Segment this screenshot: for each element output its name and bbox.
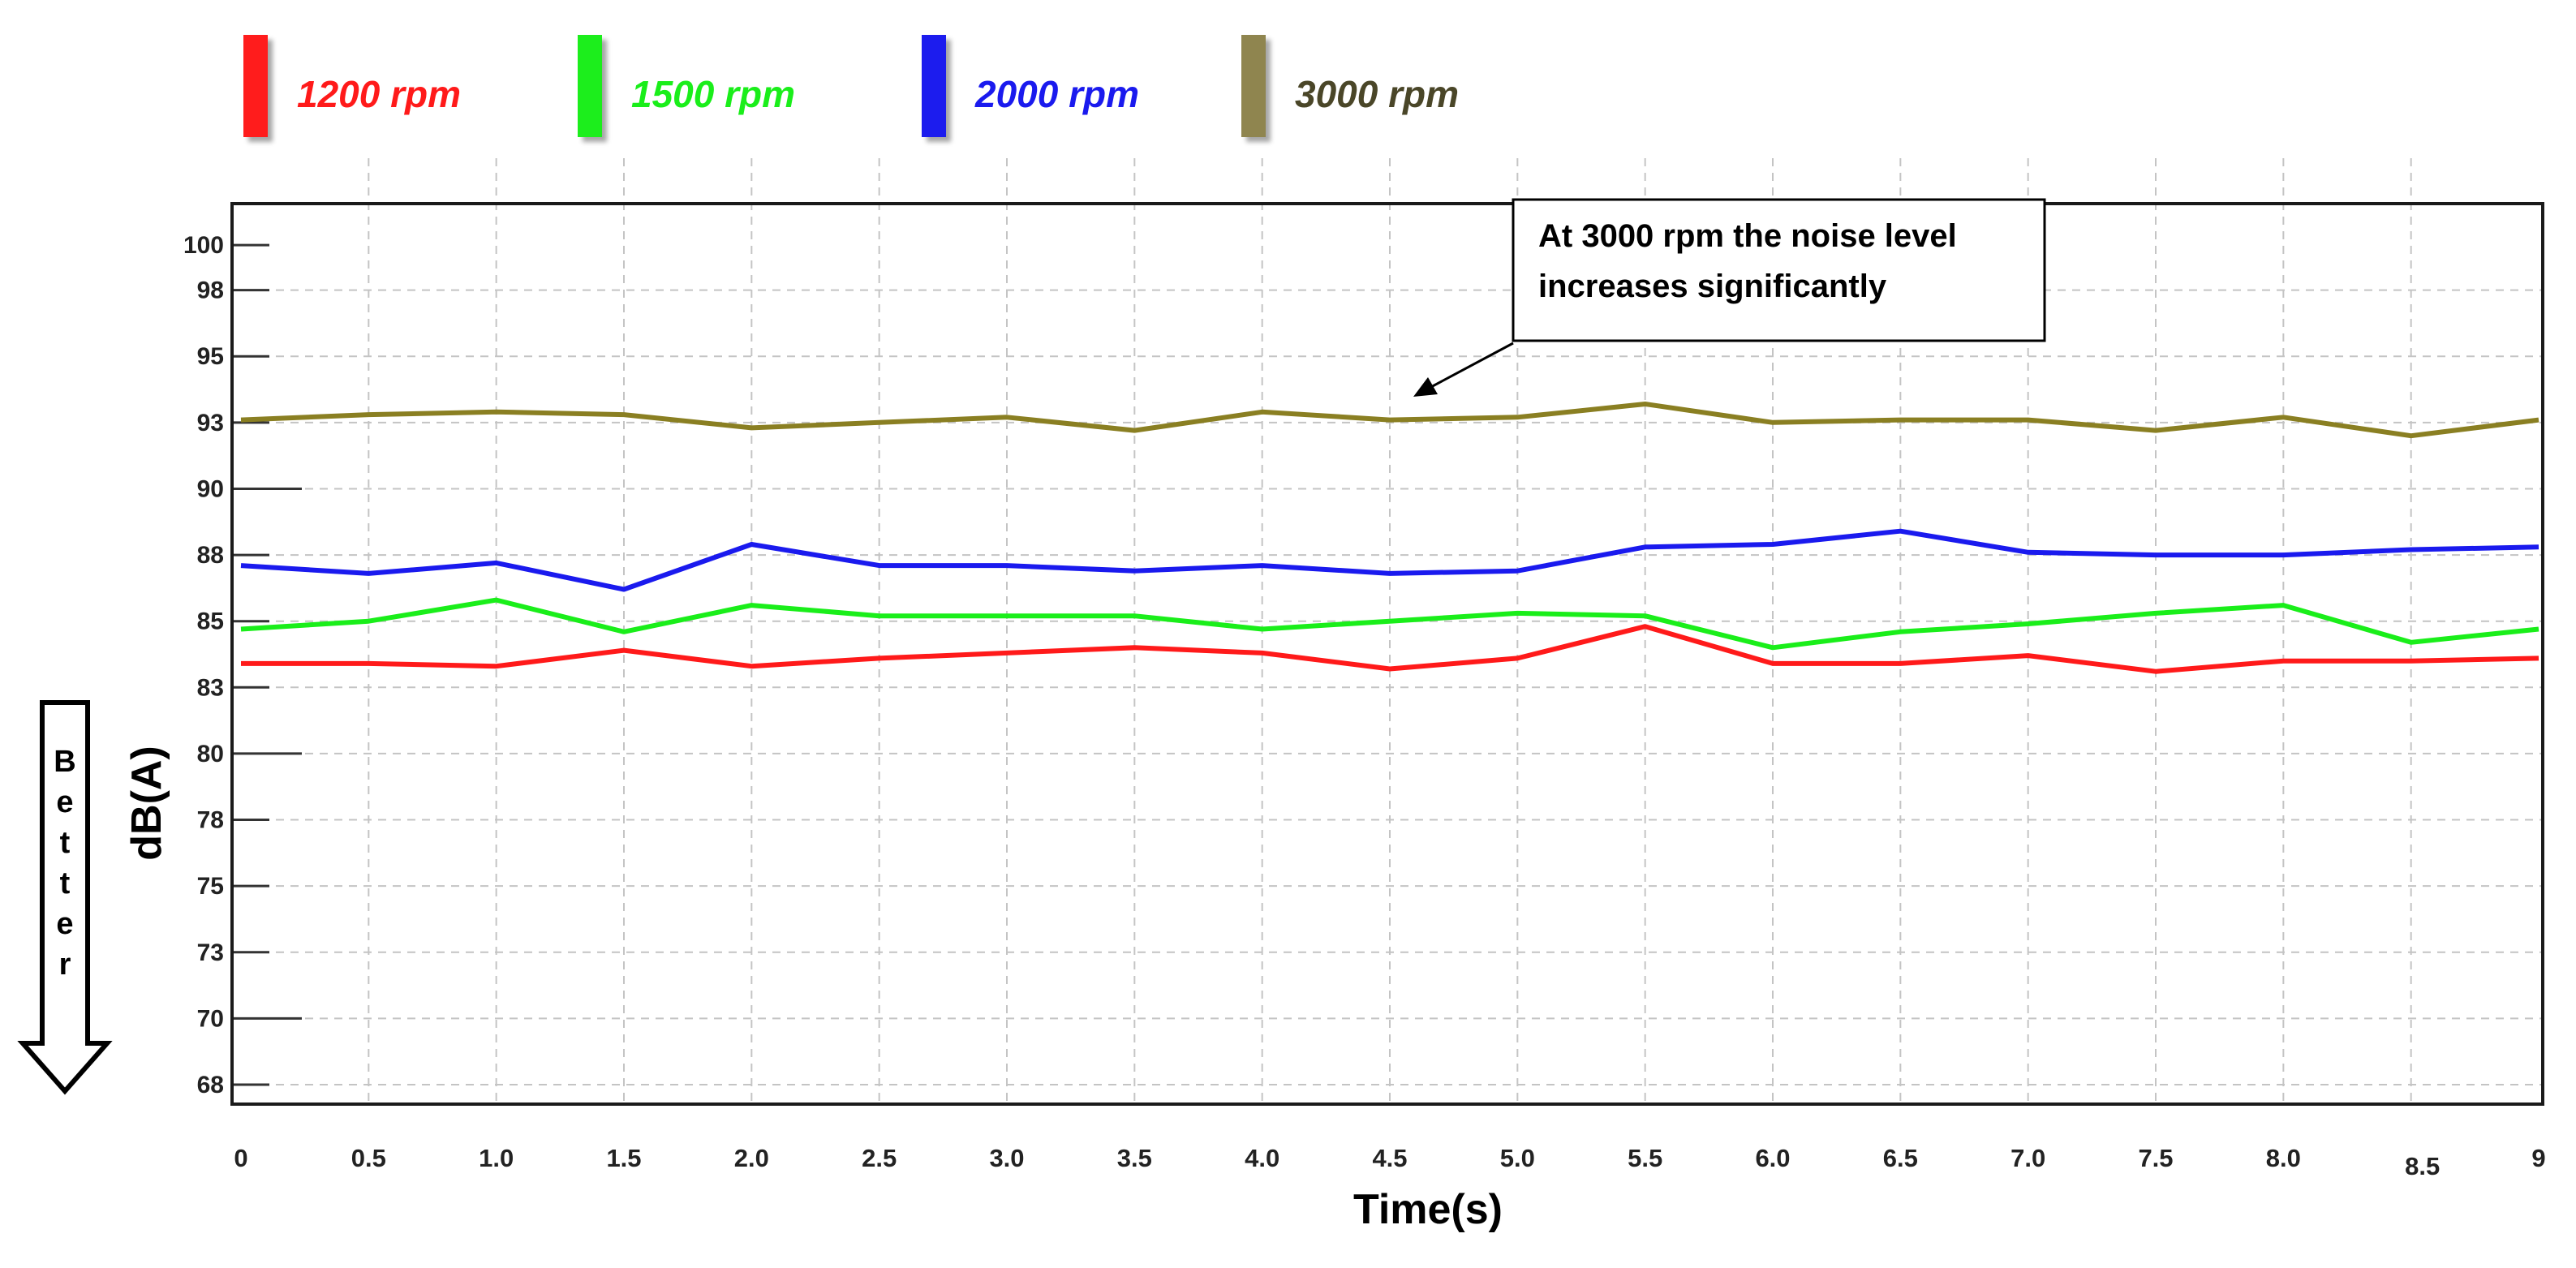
series-line-2000-rpm xyxy=(240,528,2539,592)
series-line-1500-rpm xyxy=(240,597,2539,651)
better-letter-5: e xyxy=(56,907,73,941)
x-tick-label-14: 7.0 xyxy=(2010,1144,2045,1172)
series-line-3000-rpm xyxy=(240,402,2539,439)
better-letter-2: e xyxy=(56,785,73,819)
legend-label-3: 2000 rpm xyxy=(974,73,1139,115)
legend-label-2: 1500 rpm xyxy=(631,73,795,115)
x-tick-label-17: 8.5 xyxy=(2405,1152,2440,1180)
x-axis-title: Time(s) xyxy=(1353,1186,1503,1233)
x-tick-label-5: 2.5 xyxy=(862,1144,897,1172)
legend-label-1: 1200 rpm xyxy=(297,73,461,115)
x-axis-ticks: 0 0.5 1.0 1.5 2.0 2.5 3.0 3.5 4.0 4.5 5.0 5.5 6.0 6.5… xyxy=(234,1144,2545,1180)
y-tick-label-5: 80 xyxy=(197,741,224,767)
y-tick-label-12: 98 xyxy=(197,277,224,304)
legend-swatch-1 xyxy=(243,35,268,137)
annotation-arrow-shaft xyxy=(1429,342,1514,389)
annotation-line-1: At 3000 rpm the noise level xyxy=(1538,218,1957,254)
y-axis-title: dB(A) xyxy=(123,746,170,861)
x-tick-label-11: 5.5 xyxy=(1628,1144,1662,1172)
y-tick-label-2: 73 xyxy=(197,939,224,966)
x-tick-label-15: 7.5 xyxy=(2138,1144,2173,1172)
legend-swatch-4 xyxy=(1241,35,1266,137)
legend-label-4: 3000 rpm xyxy=(1295,73,1459,115)
y-tick-label-6: 83 xyxy=(197,674,224,701)
better-letter-3: t xyxy=(60,826,71,860)
series-lines xyxy=(240,402,2539,674)
x-tick-label-18: 9 xyxy=(2531,1144,2545,1172)
y-tick-label-13: 100 xyxy=(183,232,224,259)
annotation: At 3000 rpm the noise level increases si… xyxy=(1413,198,2046,397)
x-tick-label-4: 2.0 xyxy=(734,1144,769,1172)
x-tick-label-7: 3.5 xyxy=(1117,1144,1152,1172)
y-tick-label-0: 68 xyxy=(197,1072,224,1098)
y-axis-ticks: 68 70 73 75 78 80 83 85 88 90 93 95 98 100 xyxy=(183,232,302,1098)
x-tick-label-13: 6.5 xyxy=(1883,1144,1918,1172)
y-tick-label-7: 85 xyxy=(197,608,224,635)
y-tick-label-1: 70 xyxy=(197,1005,224,1032)
y-tick-label-3: 75 xyxy=(197,873,224,900)
legend: 1200 rpm 1500 rpm 2000 rpm 3000 rpm xyxy=(243,35,1459,137)
plot-frame xyxy=(230,202,2544,1106)
better-letter-6: r xyxy=(59,948,71,982)
x-tick-label-2: 1.0 xyxy=(479,1144,514,1172)
y-tick-label-9: 90 xyxy=(197,475,224,502)
better-arrow-shape xyxy=(17,700,113,1095)
y-tick-label-11: 95 xyxy=(197,343,224,370)
x-tick-label-0: 0 xyxy=(234,1144,247,1172)
y-tick-label-10: 93 xyxy=(197,410,224,436)
y-tick-label-4: 78 xyxy=(197,807,224,834)
x-tick-label-10: 5.0 xyxy=(1500,1144,1535,1172)
annotation-line-2: increases significantly xyxy=(1538,269,1887,304)
x-tick-label-9: 4.5 xyxy=(1372,1144,1407,1172)
annotation-box xyxy=(1512,198,2046,342)
x-tick-label-1: 0.5 xyxy=(351,1144,386,1172)
x-tick-label-16: 8.0 xyxy=(2266,1144,2301,1172)
x-tick-label-8: 4.0 xyxy=(1245,1144,1279,1172)
better-letter-4: t xyxy=(60,866,71,900)
better-letter-1: B xyxy=(54,745,75,779)
series-line-1200-rpm xyxy=(241,624,2539,674)
x-tick-label-3: 1.5 xyxy=(606,1144,641,1172)
y-tick-label-8: 88 xyxy=(197,542,224,569)
annotation-arrow-head xyxy=(1413,377,1438,397)
legend-swatch-2 xyxy=(578,35,602,137)
x-tick-label-6: 3.0 xyxy=(989,1144,1024,1172)
grid-lines xyxy=(232,158,2543,1104)
legend-swatch-3 xyxy=(922,35,946,137)
x-tick-label-12: 6.0 xyxy=(1755,1144,1790,1172)
